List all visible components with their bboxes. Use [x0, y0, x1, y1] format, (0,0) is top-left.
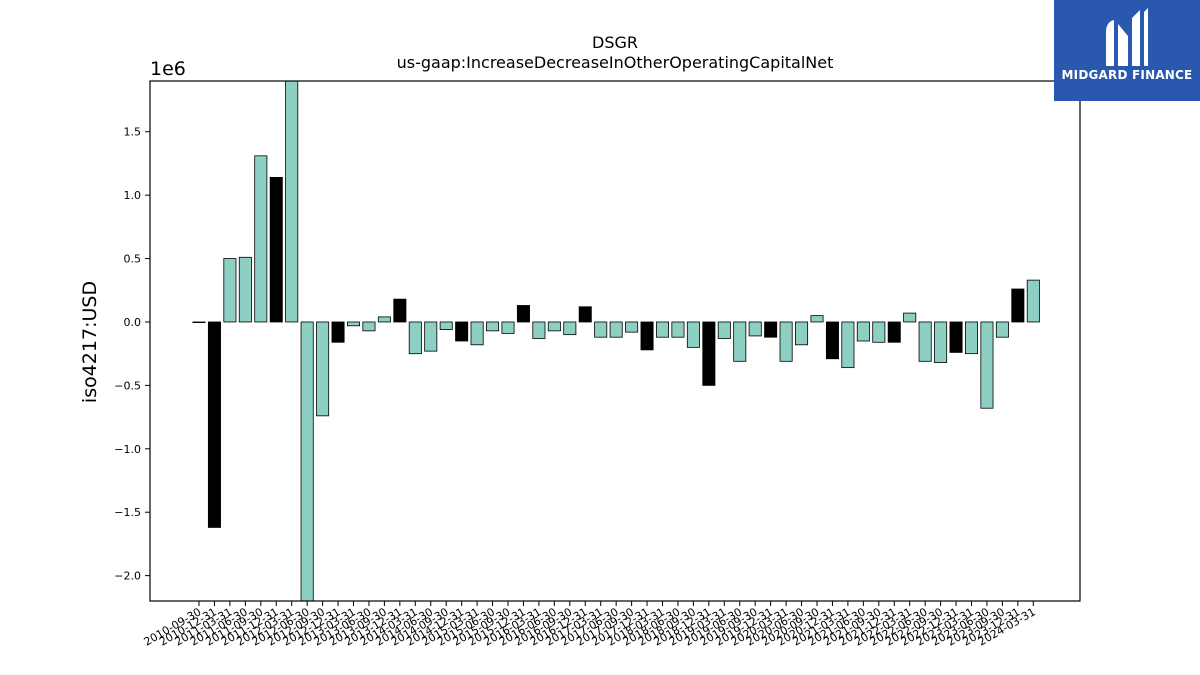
bar-2022-06-30: [918, 321, 932, 362]
y-tick-label: 1.0: [124, 189, 142, 202]
y-tick-label: −2.0: [114, 570, 141, 583]
bar-2023-12-31: [1011, 288, 1025, 323]
chart-title: DSGR: [592, 33, 638, 52]
bar-2022-09-30: [934, 321, 948, 363]
bar-2014-12-31: [455, 321, 469, 342]
bar-2017-09-30: [625, 321, 639, 333]
y-axis-label: iso4217:USD: [79, 281, 101, 403]
bar-2015-09-30: [501, 321, 515, 334]
bar-2016-09-30: [563, 321, 577, 336]
bar-2011-03-31: [223, 258, 237, 323]
bar-2013-03-31: [346, 321, 360, 327]
bar-2016-06-30: [547, 321, 561, 332]
midgard-logo-icon: [1106, 8, 1148, 66]
bar-2019-12-31: [764, 321, 778, 338]
bar-2014-06-30: [424, 321, 438, 352]
bar-2022-03-31: [903, 312, 917, 323]
bar-2020-06-30: [795, 321, 809, 346]
bar-2021-12-31: [887, 321, 901, 343]
bar-2011-09-30: [254, 155, 268, 323]
y-tick-label: 0.0: [124, 316, 142, 329]
bar-2017-06-30: [609, 321, 623, 338]
y-axis: −2.0 −1.5 −1.0 −0.5 0.0 0.5 1.0 1.5: [114, 126, 150, 583]
bar-2021-03-31: [841, 321, 855, 369]
bar-2020-03-31: [779, 321, 793, 362]
bar-2018-12-31: [702, 321, 716, 386]
bar-2020-12-31: [825, 321, 839, 360]
bar-2013-06-30: [362, 321, 376, 332]
bar-2021-06-30: [856, 321, 870, 342]
bar-2011-06-30: [238, 256, 252, 323]
bar-2017-12-31: [640, 321, 654, 351]
bar-2010-09-30: [192, 321, 206, 323]
plot-frame: [149, 80, 1081, 602]
brand-logo: MIDGARD FINANCE: [1054, 0, 1200, 101]
bar-2023-09-30: [995, 321, 1009, 338]
bar-2016-03-31: [532, 321, 546, 339]
bar-2010-12-31: [207, 321, 221, 528]
bar-2021-09-30: [872, 321, 886, 343]
bar-2015-12-31: [516, 305, 530, 323]
y-offset-label: 1e6: [150, 58, 186, 80]
logo-text: MIDGARD FINANCE: [1061, 68, 1193, 82]
bar-2020-09-30: [810, 315, 824, 323]
y-tick-label: 1.5: [124, 126, 142, 139]
bar-2012-03-31: [285, 80, 299, 323]
bar-2012-09-30: [316, 321, 330, 417]
bar-2012-06-30: [300, 321, 314, 602]
bar-2017-03-31: [594, 321, 608, 338]
bar-2019-09-30: [748, 321, 762, 337]
bar-2018-09-30: [686, 321, 700, 348]
x-axis: 2010-09-302010-12-312011-03-312011-06-30…: [142, 601, 1038, 649]
bar-2015-06-30: [486, 321, 500, 332]
y-tick-label: 0.5: [124, 253, 142, 266]
bar-2014-03-31: [408, 321, 422, 355]
bar-2023-03-31: [965, 321, 979, 355]
bars-group: [192, 80, 1040, 602]
bar-2018-03-31: [656, 321, 670, 338]
bar-2014-09-30: [439, 321, 453, 330]
bar-2019-06-30: [733, 321, 747, 362]
bar-2013-12-31: [393, 298, 407, 323]
bar-2016-12-31: [578, 306, 592, 323]
bar-2019-03-31: [717, 321, 731, 339]
y-tick-label: −1.0: [114, 443, 141, 456]
bar-2018-06-30: [671, 321, 685, 338]
bar-2022-12-31: [949, 321, 963, 353]
bar-2015-03-31: [470, 321, 484, 346]
bar-2013-09-30: [377, 316, 391, 323]
y-tick-label: −0.5: [114, 379, 141, 392]
bar-2012-12-31: [331, 321, 345, 343]
bar-2024-03-31: [1026, 279, 1040, 323]
y-tick-label: −1.5: [114, 506, 141, 519]
bar-2011-12-31: [269, 176, 283, 323]
chart-subtitle: us-gaap:IncreaseDecreaseInOtherOperating…: [397, 53, 834, 72]
bar-2023-06-30: [980, 321, 994, 409]
